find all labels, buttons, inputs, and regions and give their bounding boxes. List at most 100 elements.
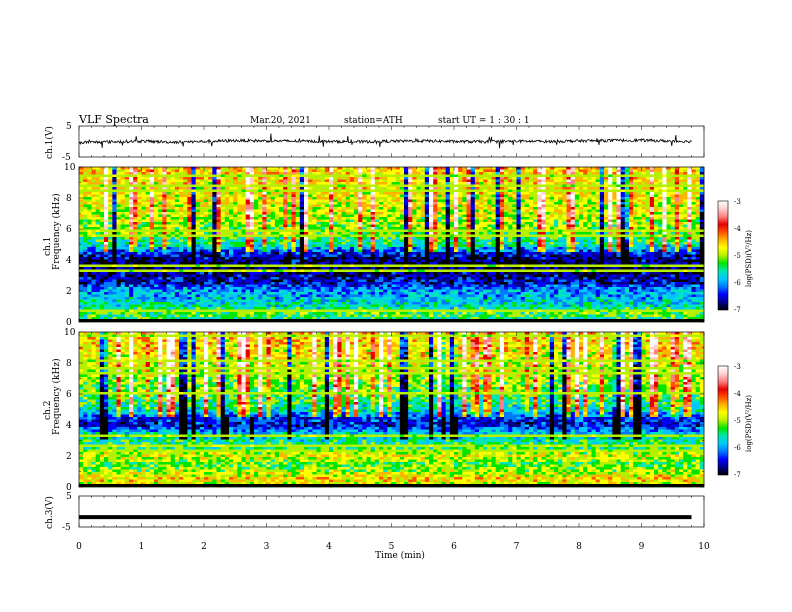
spectrogram-cell — [179, 207, 183, 210]
spectrogram-cell — [387, 230, 391, 233]
spectrogram-cell — [287, 217, 291, 220]
spectrogram-cell — [379, 192, 383, 195]
spectrogram-cell — [529, 185, 533, 188]
spectrogram-cell — [250, 187, 254, 190]
spectrogram-cell — [587, 197, 591, 200]
spectrogram-cell — [283, 230, 287, 233]
spectrogram-cell — [462, 190, 466, 193]
spectrogram-cell — [258, 167, 262, 170]
spectrogram-cell — [137, 192, 141, 195]
spectrogram-cell — [633, 192, 637, 195]
spectrogram-cell — [254, 227, 258, 230]
spectrogram-cell — [242, 220, 246, 223]
spectrogram-cell — [554, 175, 558, 178]
spectrogram-cell — [312, 195, 316, 198]
spectrogram-cell — [125, 230, 129, 233]
spectrogram-cell — [662, 187, 666, 190]
spectrogram-cell — [500, 192, 504, 195]
spectrogram-cell — [208, 180, 212, 183]
spectrogram-cell — [471, 175, 475, 178]
spectrogram-cell — [267, 230, 271, 233]
spectrogram-cell — [558, 190, 562, 193]
spectrogram-cell — [475, 175, 479, 178]
spectrogram-cell — [550, 247, 554, 250]
spectrogram-cell — [696, 175, 700, 178]
spectrogram-cell — [342, 240, 346, 243]
spectrogram-cell — [117, 210, 121, 213]
spectrogram-cell — [96, 192, 100, 195]
spectrogram-cell — [200, 225, 204, 228]
spectrogram-cell — [217, 215, 221, 218]
spectrogram-cell — [250, 217, 254, 220]
spectrogram-cell — [671, 205, 675, 208]
spectrogram-cell — [412, 217, 416, 220]
spectrogram-cell — [83, 227, 87, 230]
spectrogram-cell — [454, 205, 458, 208]
spectrogram-cell — [446, 195, 450, 198]
spectrogram-cell — [404, 192, 408, 195]
spectrogram-cell — [150, 222, 154, 225]
spectrogram-cell — [596, 195, 600, 198]
spectrogram-cell — [175, 182, 179, 185]
spectrogram-cell — [237, 177, 241, 180]
spectrogram-cell — [129, 195, 133, 198]
spectrogram-cell — [346, 205, 350, 208]
spectrogram-cell — [154, 200, 158, 203]
spectrogram-cell — [667, 240, 671, 243]
spectrogram-cell — [317, 185, 321, 188]
spectrogram-cell — [692, 232, 696, 235]
spectrogram-cell — [700, 240, 704, 243]
spectrogram-cell — [292, 230, 296, 233]
spectrogram-cell — [629, 232, 633, 235]
spectrogram-cell — [342, 230, 346, 233]
spectrogram-cell — [379, 247, 383, 250]
spectrogram-cell — [679, 217, 683, 220]
spectrogram-cell — [329, 227, 333, 230]
spectrogram-cell — [383, 227, 387, 230]
spectrogram-cell — [492, 215, 496, 218]
spectrogram-cell — [621, 227, 625, 230]
spectrogram-cell — [337, 247, 341, 250]
spectrogram-cell — [350, 205, 354, 208]
spectrogram-cell — [137, 247, 141, 250]
spectrogram-cell — [129, 230, 133, 233]
spectrogram-cell — [379, 185, 383, 188]
spectrogram-cell — [658, 212, 662, 215]
spectrogram-cell — [396, 242, 400, 245]
spectrogram-cell — [658, 247, 662, 250]
spectrogram-cell — [462, 170, 466, 173]
spectrogram-cell — [129, 207, 133, 210]
spectrogram-cell — [337, 192, 341, 195]
spectrogram-cell — [579, 225, 583, 228]
spectrogram-cell — [437, 187, 441, 190]
spectrogram-cell — [675, 217, 679, 220]
spectrogram-cell — [250, 190, 254, 193]
spectrogram-cell — [304, 202, 308, 205]
spectrogram-cell — [362, 247, 366, 250]
spectrogram-cell — [92, 245, 96, 248]
spectrogram-cell — [237, 205, 241, 208]
spectrogram-cell — [504, 227, 508, 230]
spectrogram-cell — [104, 195, 108, 198]
spectrogram-cell — [475, 207, 479, 210]
spectrogram-cell — [454, 190, 458, 193]
spectrogram-cell — [637, 222, 641, 225]
spectrogram-cell — [179, 175, 183, 178]
spectrogram-cell — [142, 250, 146, 253]
spectrogram-cell — [233, 247, 237, 250]
spectrogram-cell — [304, 195, 308, 198]
spectrogram-cell — [396, 167, 400, 170]
spectrogram-cell — [258, 197, 262, 200]
spectrogram-cell — [421, 177, 425, 180]
spectrogram-cell — [367, 222, 371, 225]
spectrogram-cell — [312, 172, 316, 175]
spectrogram-cell — [142, 230, 146, 233]
spectrogram-cell — [487, 242, 491, 245]
spectrogram-cell — [583, 200, 587, 203]
spectrogram-cell — [142, 192, 146, 195]
spectrogram-cell — [479, 205, 483, 208]
spectrogram-cell — [112, 187, 116, 190]
spectrogram-cell — [687, 232, 691, 235]
spectrogram-cell — [350, 225, 354, 228]
spectrogram-cell — [454, 222, 458, 225]
